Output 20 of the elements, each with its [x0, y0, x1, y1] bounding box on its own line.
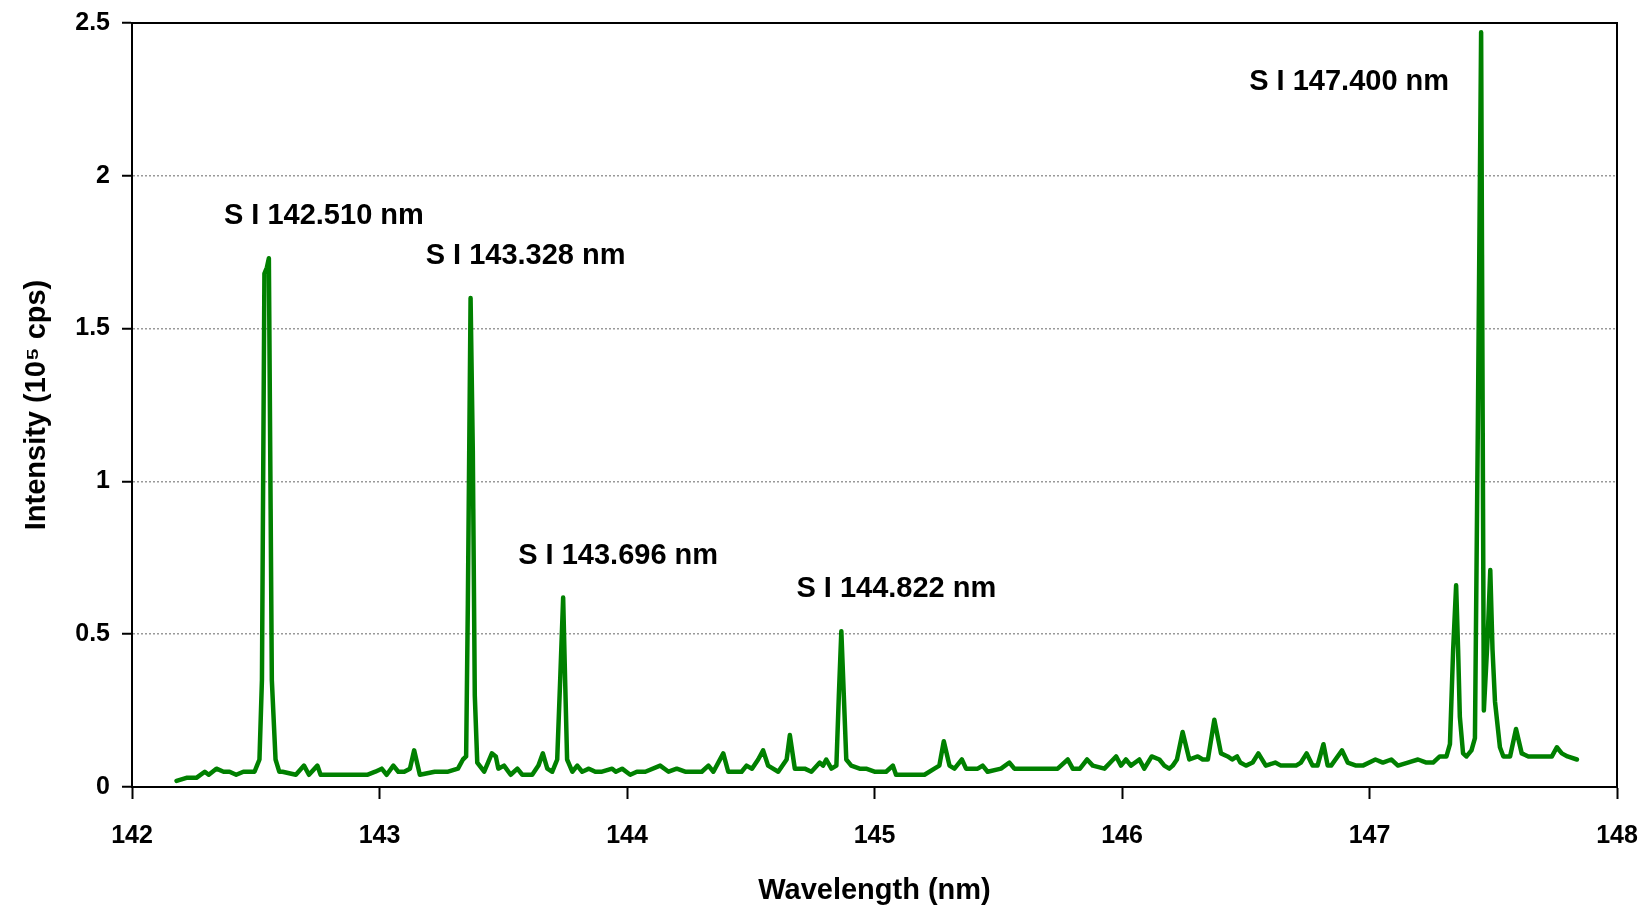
y-tick-label: 1 — [96, 465, 111, 494]
y-tick-label: 0 — [96, 770, 110, 799]
x-tick-label: 144 — [606, 819, 648, 848]
y-tick-label: 2 — [96, 159, 110, 188]
y-tick-label: 2.5 — [75, 6, 111, 35]
y-axis-title: Intensity (10⁵ cps) — [18, 279, 51, 531]
annotation: S I 144.822 nm — [796, 571, 997, 604]
x-tick-label: 147 — [1348, 819, 1391, 848]
x-tick-label: 148 — [1596, 819, 1638, 848]
annotation: S I 143.328 nm — [425, 238, 626, 271]
x-tick-label: 146 — [1101, 819, 1143, 848]
annotation: S I 142.510 nm — [223, 198, 424, 231]
annotation: S I 143.696 nm — [518, 537, 719, 570]
y-tick-label: 1.5 — [75, 312, 111, 341]
annotation: S I 147.400 nm — [1249, 64, 1450, 97]
x-tick-label: 145 — [853, 819, 896, 848]
x-tick-label: 142 — [111, 819, 153, 848]
y-tick-label: 0.5 — [75, 618, 111, 647]
x-axis-title: Wavelength (nm) — [758, 872, 991, 905]
x-tick-label: 143 — [358, 819, 401, 848]
